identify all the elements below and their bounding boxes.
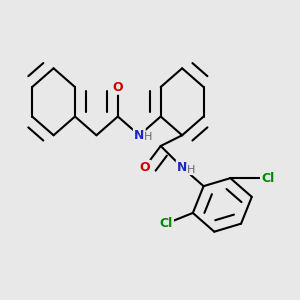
Text: H: H (144, 132, 152, 142)
Text: Cl: Cl (159, 217, 173, 230)
Text: N: N (134, 129, 145, 142)
Text: H: H (187, 165, 195, 175)
Text: Cl: Cl (261, 172, 274, 184)
Text: O: O (139, 161, 150, 174)
Text: O: O (112, 81, 123, 94)
Text: N: N (177, 161, 187, 174)
